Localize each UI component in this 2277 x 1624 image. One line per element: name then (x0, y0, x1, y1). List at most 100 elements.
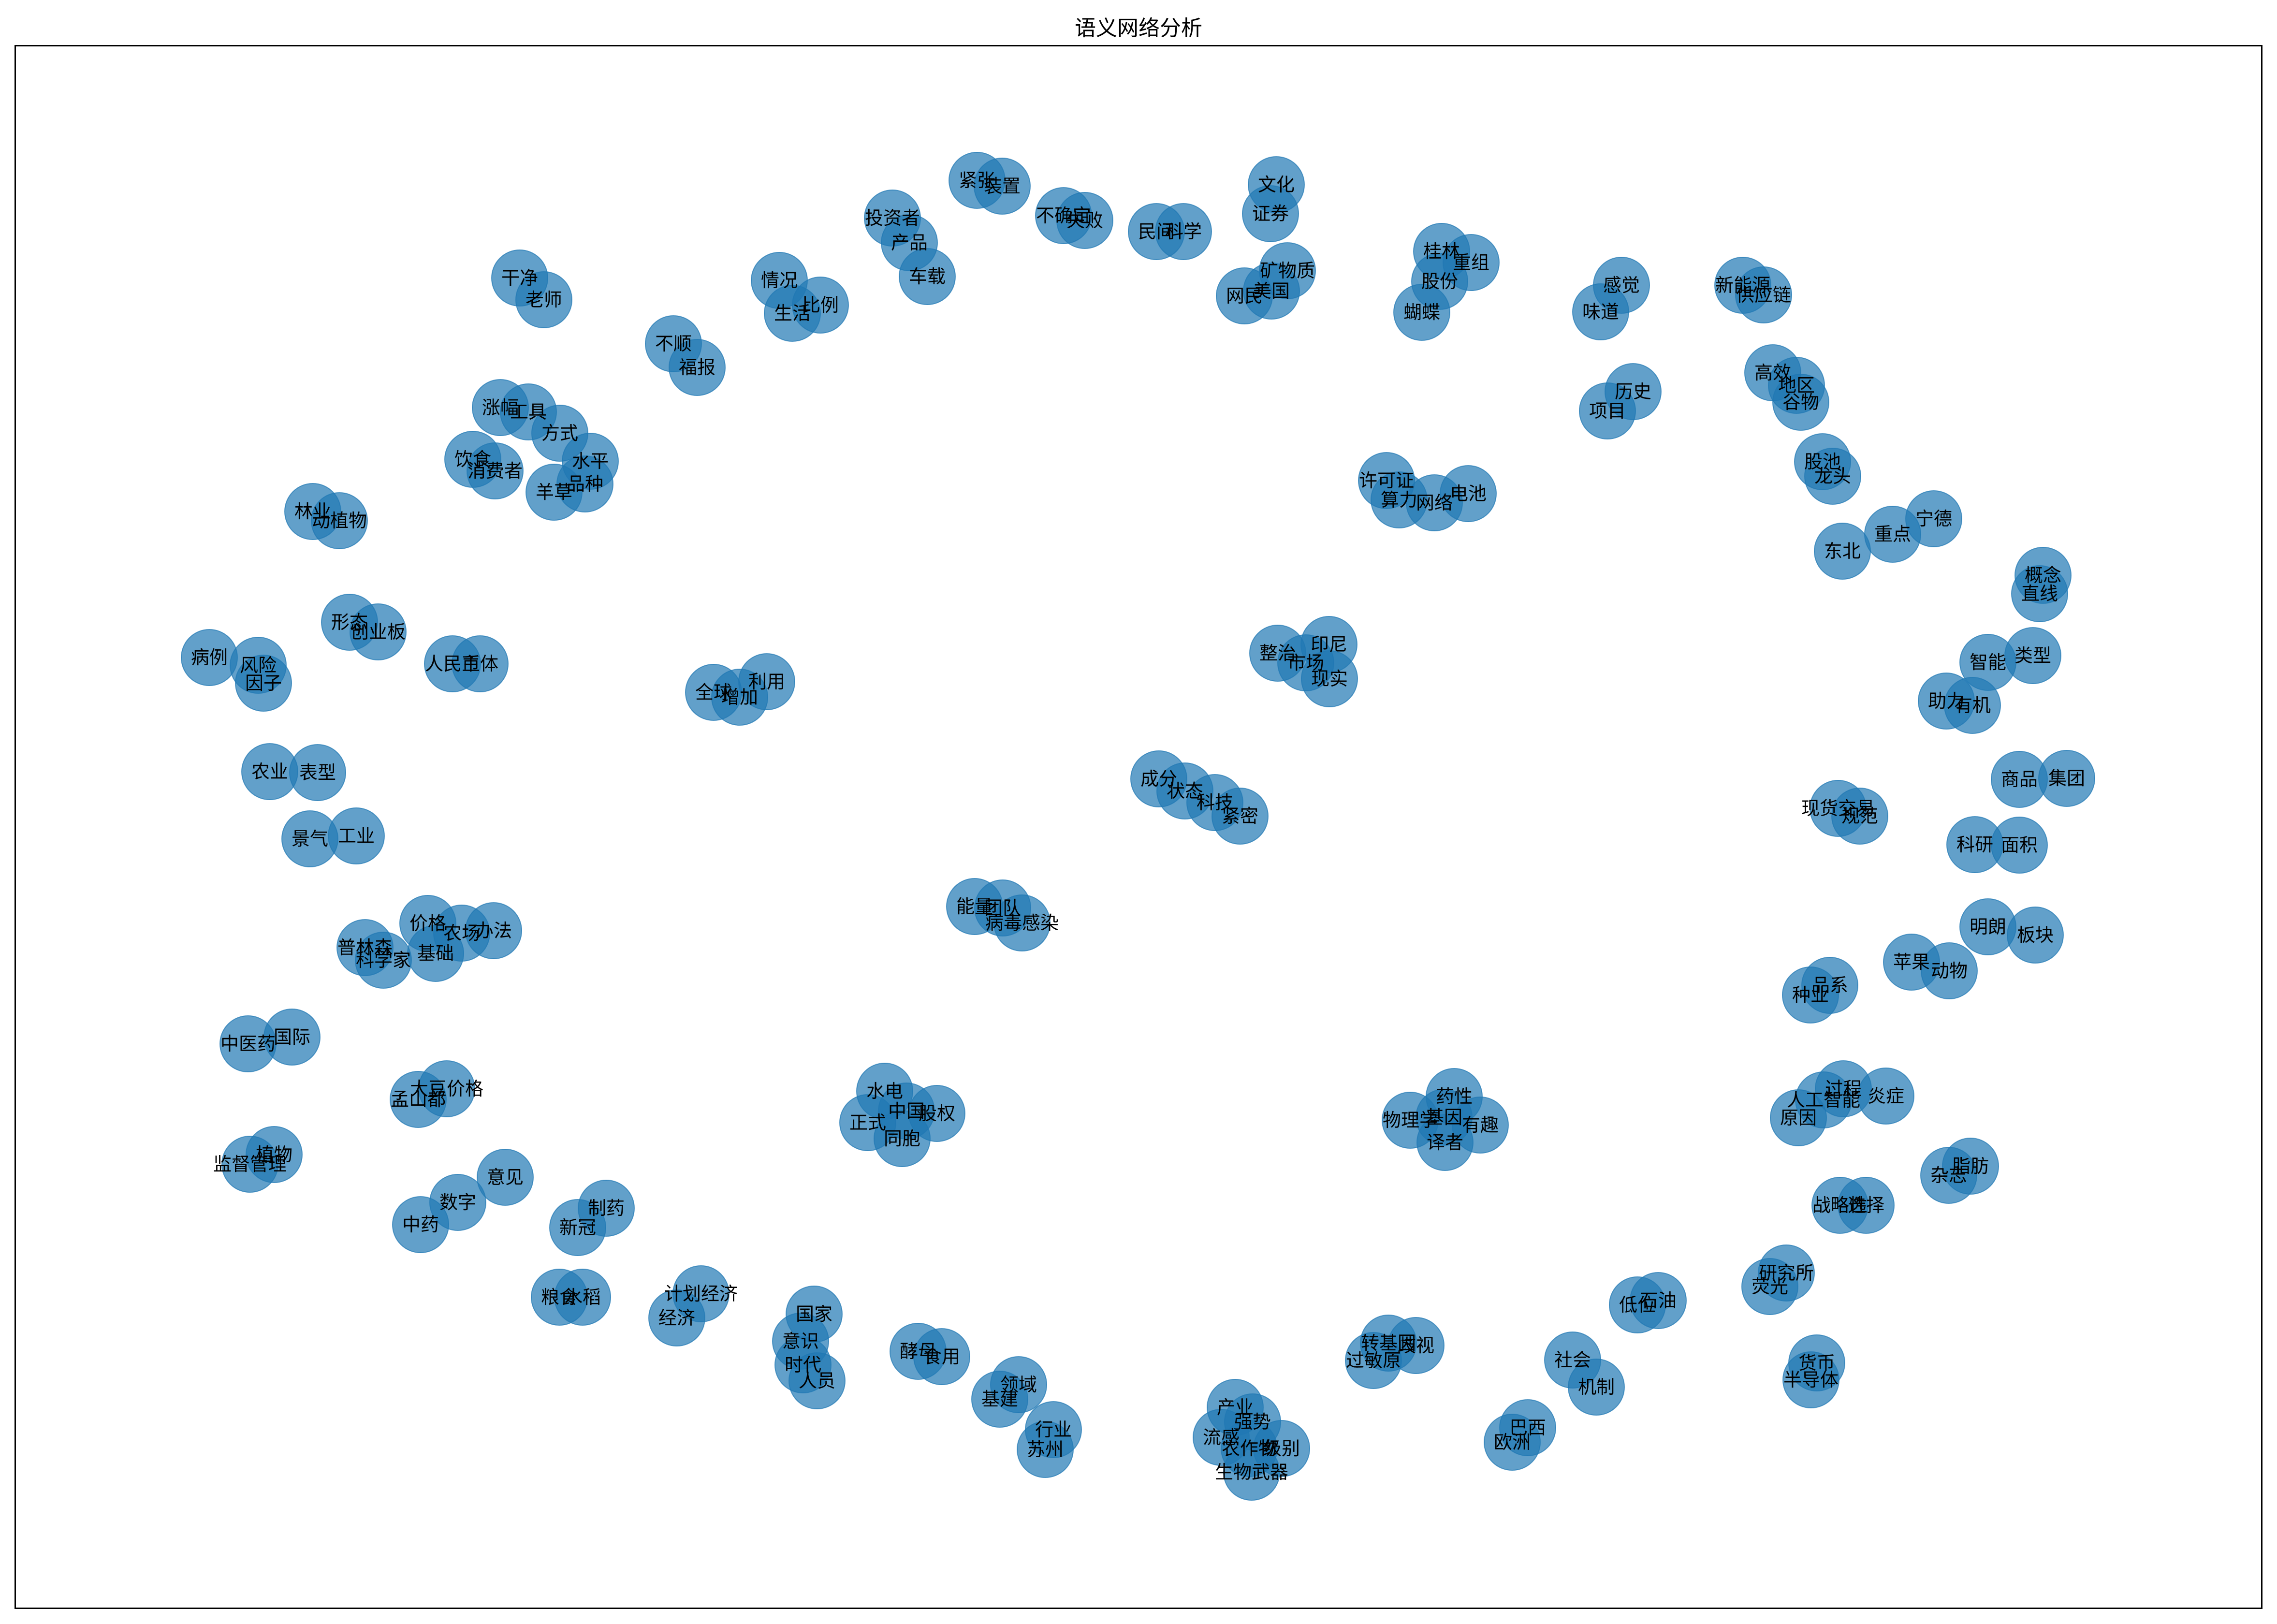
node-label: 林业 (294, 501, 331, 522)
node-label: 比例 (802, 294, 839, 316)
node-circle (328, 807, 385, 864)
node-label: 生物武器 (1215, 1462, 1288, 1483)
node-label: 战略性 (1812, 1195, 1868, 1216)
node-label: 种业 (1792, 984, 1829, 1006)
node-label: 品种 (567, 473, 603, 495)
node-label: 印尼 (1311, 634, 1347, 655)
node-label: 桂林 (1423, 241, 1460, 262)
node-label: 证券 (1252, 203, 1289, 224)
node-label: 老师 (525, 289, 562, 310)
node-circle (1216, 267, 1273, 324)
node-label: 电池 (1450, 483, 1487, 504)
node-label: 福报 (679, 357, 715, 378)
node-circle (235, 655, 292, 712)
node-label: 算力 (1381, 489, 1417, 511)
node-label: 蝴蝶 (1403, 302, 1440, 323)
node-label: 机制 (1578, 1376, 1615, 1398)
node-circle (390, 1071, 447, 1128)
node-circle (1838, 1177, 1895, 1234)
node-circle (477, 1149, 534, 1206)
node-label: 生活 (774, 303, 811, 324)
node-label: 宁德 (1915, 508, 1952, 529)
node-label: 水平 (572, 451, 609, 472)
node-label: 类型 (2014, 645, 2051, 666)
node-label: 货币 (1798, 1352, 1835, 1374)
node-label: 消费者 (467, 460, 523, 482)
node-label: 网民 (1226, 285, 1263, 307)
node-label: 智能 (1970, 652, 2006, 673)
node-label: 基因 (1426, 1107, 1462, 1128)
node-label: 情况 (761, 270, 798, 291)
node-label: 科学家 (356, 950, 411, 971)
node-circle (1393, 284, 1450, 341)
node-label: 粮食 (541, 1287, 578, 1308)
node-circle (392, 1196, 449, 1253)
node-label: 高效 (1754, 362, 1791, 383)
node-label: 品系 (1811, 975, 1848, 996)
node-label: 农场 (443, 922, 480, 944)
node-label: 紧张 (959, 170, 995, 191)
node-label: 能量 (956, 896, 993, 917)
node-circle (1770, 1089, 1827, 1146)
node-label: 病例 (191, 647, 228, 668)
node-label: 重点 (1874, 524, 1911, 545)
node-circle (1416, 1114, 1474, 1171)
node-circle (648, 1289, 705, 1346)
node-circle (1017, 1421, 1074, 1478)
node-circle (1857, 1068, 1914, 1125)
node-label: 基建 (981, 1389, 1018, 1410)
node-circle (1782, 966, 1839, 1024)
node-label: 有趣 (1462, 1114, 1499, 1136)
node-label: 人民币 (425, 653, 480, 674)
node-label: 意识 (782, 1331, 819, 1352)
node-label: 病毒感染 (985, 912, 1059, 934)
node-circle (1568, 1359, 1625, 1416)
node-circle (452, 635, 509, 692)
node-label: 文化 (1258, 174, 1295, 195)
node-circle (1387, 1317, 1445, 1374)
node-circle (1814, 523, 1871, 580)
node-label: 强势 (1234, 1411, 1271, 1433)
node-label: 主体 (462, 653, 498, 674)
node-label: 新冠 (559, 1217, 596, 1238)
node-label: 农作物 (1222, 1438, 1277, 1459)
node-label: 不确定 (1036, 205, 1091, 226)
node-circle (467, 442, 524, 499)
plot-frame (15, 45, 2262, 1609)
node-label: 科学 (1165, 221, 1202, 242)
node-label: 概念 (2025, 565, 2061, 586)
node-label: 孟山都 (391, 1089, 446, 1110)
node-label: 意见 (487, 1167, 524, 1188)
node-label: 股池 (1804, 451, 1841, 472)
node-circle (738, 653, 795, 710)
node-label: 助力 (1928, 690, 1965, 712)
node-circle (289, 744, 346, 801)
node-label: 东北 (1824, 541, 1861, 562)
node-circle (1772, 374, 1829, 431)
node-circle (971, 1371, 1028, 1428)
node-label: 许可证 (1359, 470, 1414, 491)
node-label: 译者 (1427, 1132, 1463, 1153)
node-circle (1741, 1258, 1798, 1315)
node-label: 装置 (984, 176, 1021, 197)
node-label: 荧光 (1752, 1276, 1788, 1297)
node-label: 水电 (866, 1081, 903, 1102)
node-label: 社会 (1554, 1349, 1591, 1371)
node-label: 有机 (1954, 695, 1991, 716)
node-label: 股权 (919, 1103, 955, 1124)
node-label: 基础 (417, 943, 454, 964)
node-label: 涨幅 (482, 397, 519, 418)
node-circle (788, 1352, 846, 1409)
node-label: 过敏原 (1346, 1350, 1401, 1371)
node-label: 景气 (292, 828, 328, 849)
node-circle (1630, 1272, 1687, 1329)
node-circle (525, 464, 583, 521)
node-label: 人工智能 (1787, 1089, 1860, 1111)
node-label: 地区 (1778, 375, 1815, 396)
node-label: 风险 (240, 655, 277, 676)
node-label: 科研 (1956, 834, 1993, 855)
node-circle (2007, 907, 2064, 964)
node-circle (974, 158, 1031, 215)
node-circle (1301, 650, 1358, 707)
node-circle (407, 925, 464, 982)
